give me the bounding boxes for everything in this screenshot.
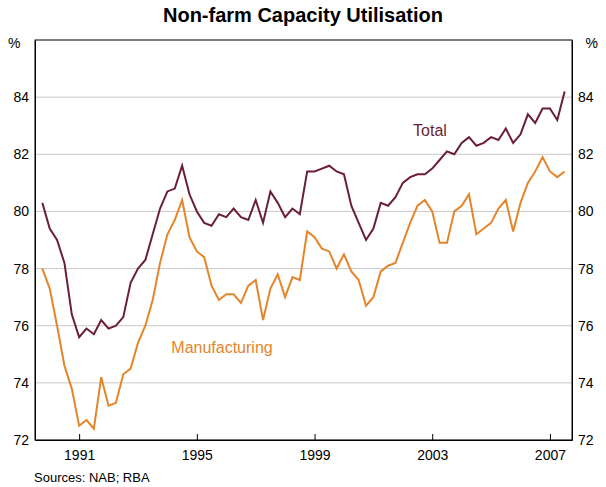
tick: 72 [572,432,594,448]
tick-label: 2003 [417,447,448,463]
tick: 76 [572,318,594,334]
tick: 78 [572,261,594,277]
tick-mark [79,434,80,440]
tick-label: 1999 [299,447,330,463]
tick-label: 80 [13,203,29,219]
axis-line [572,41,573,441]
tick-mark [315,434,316,440]
chart-container: Non-farm Capacity Utilisation 72 74 76 78 80 8… [0,0,606,487]
tick-mark [432,434,433,440]
grid [35,97,572,440]
tick: 84 [13,89,35,105]
tick: 1999 [299,434,330,463]
axis: 1991 1995 1999 2003 2007 [36,434,573,463]
grid-line [35,382,572,383]
tick-label: 80 [578,203,594,219]
tick: 74 [13,375,35,391]
tick: 84 [572,89,594,105]
axis: 72 74 76 78 80 82 84 [13,41,35,448]
tick-mark [550,434,551,440]
tick: 80 [572,203,594,219]
tick: 78 [13,261,35,277]
series-label: Manufacturing [171,339,272,356]
tick: 74 [572,375,594,391]
axis-unit: % [8,35,20,51]
tick-label: 78 [13,261,29,277]
tick: 1991 [64,434,95,463]
chart-title: Non-farm Capacity Utilisation [163,4,443,26]
source-note: Sources: NAB; RBA [34,470,150,485]
grid-line [35,268,572,269]
tick-label: 1991 [64,447,95,463]
tick: 82 [13,146,35,162]
tick-label: 82 [578,146,594,162]
tick-label: 84 [578,89,594,105]
axis-line [36,440,573,441]
tick: 80 [13,203,35,219]
tick-label: 76 [578,318,594,334]
axis-line [35,41,36,441]
tick: 2003 [417,434,448,463]
tick-mark [197,434,198,440]
tick-label: 82 [13,146,29,162]
tick-label: 1995 [182,447,213,463]
tick-label: 74 [13,375,29,391]
grid-line [35,154,572,155]
tick: 2007 [535,434,566,463]
plot-area [42,91,564,428]
chart-svg: Non-farm Capacity Utilisation 72 74 76 78 80 8… [0,0,606,487]
tick-label: 74 [578,375,594,391]
grid-line [35,211,572,212]
tick-label: 72 [578,432,594,448]
tick: 76 [13,318,35,334]
tick: 82 [572,146,594,162]
tick: 1995 [182,434,213,463]
axis-unit: % [586,35,598,51]
axis: 72 74 76 78 80 82 84 [572,41,594,448]
series-label: Total [413,122,447,139]
tick: 72 [13,432,35,448]
grid-line [35,97,572,98]
tick-label: 76 [13,318,29,334]
tick-label: 78 [578,261,594,277]
series-line [42,157,564,428]
tick-label: 72 [13,432,29,448]
series-line [42,91,564,337]
tick-label: 2007 [535,447,566,463]
tick-label: 84 [13,89,29,105]
plot-frame [35,40,572,440]
